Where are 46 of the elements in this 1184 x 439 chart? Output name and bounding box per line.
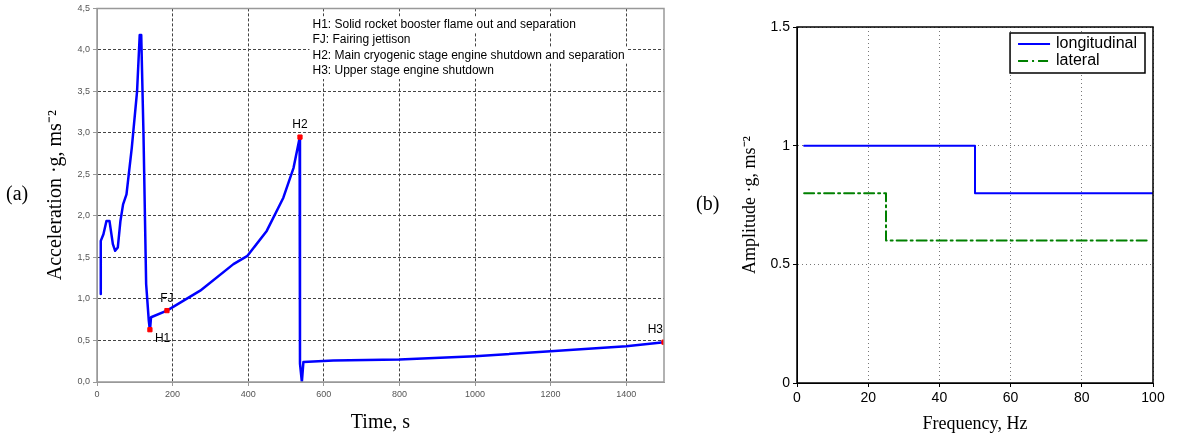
annotation: FJ — [160, 290, 174, 305]
annotation: H3: Upper stage engine shutdown — [312, 63, 494, 78]
annotation: H1 — [154, 331, 171, 346]
y-tick-label: 0,0 — [77, 376, 90, 387]
y-tick-label: 1,0 — [77, 293, 90, 304]
y-tick-label: 4,0 — [77, 44, 90, 55]
x-tick-label: 200 — [165, 388, 181, 399]
x-tick-label: 60 — [1002, 389, 1019, 406]
annotation: FJ: Fairing jettison — [312, 32, 411, 47]
annotation: H3 — [647, 322, 664, 337]
point — [297, 134, 303, 140]
y-tick-label: 2,0 — [77, 210, 90, 221]
x-tick-label: 600 — [316, 388, 332, 399]
y-tick-label: 1 — [782, 136, 791, 153]
y-axis-title: Amplitude ·g, ms⁻² — [738, 136, 759, 274]
x-tick-label: 0 — [793, 389, 802, 406]
legend-label: longitudinal — [1056, 34, 1137, 52]
x-tick-label: 1400 — [616, 388, 637, 399]
y-tick-label: 2,5 — [77, 168, 90, 179]
x-axis-title: Time, s — [350, 410, 411, 433]
x-tick-label: 800 — [391, 388, 407, 399]
legend-label: lateral — [1056, 51, 1100, 69]
y-tick-label: 1,5 — [77, 251, 90, 262]
y-tick-label: 4,5 — [77, 2, 90, 13]
y-tick-label: 1.5 — [770, 17, 791, 34]
y-tick-label: 0.5 — [770, 255, 791, 272]
x-tick-label: 400 — [240, 388, 256, 399]
y-tick-label: 3,0 — [77, 127, 90, 138]
x-tick-label: 20 — [860, 389, 877, 406]
x-tick-label: 1000 — [464, 388, 486, 399]
x-axis-title: Frequency, Hz — [922, 412, 1028, 433]
text: (b) — [696, 192, 720, 216]
x-tick-label: 1200 — [540, 388, 561, 399]
x-tick-label: 80 — [1074, 389, 1090, 406]
y-tick-label: 0,5 — [77, 334, 90, 345]
y-tick-label: 3,5 — [77, 85, 90, 96]
y-axis-title: Acceleration ·g, ms⁻² — [43, 110, 67, 281]
point — [147, 327, 153, 333]
annotation: H2: Main cryogenic stage engine shutdown and separation — [312, 47, 625, 62]
annotation: H1: Solid rocket booster flame out and separation — [312, 16, 576, 31]
x-tick-label: 100 — [1141, 389, 1165, 406]
x-tick-label: 40 — [931, 389, 948, 406]
x-tick-label: 0 — [94, 388, 100, 399]
annotation: H2 — [292, 117, 308, 132]
text: (a) — [6, 182, 29, 206]
point — [164, 307, 170, 314]
